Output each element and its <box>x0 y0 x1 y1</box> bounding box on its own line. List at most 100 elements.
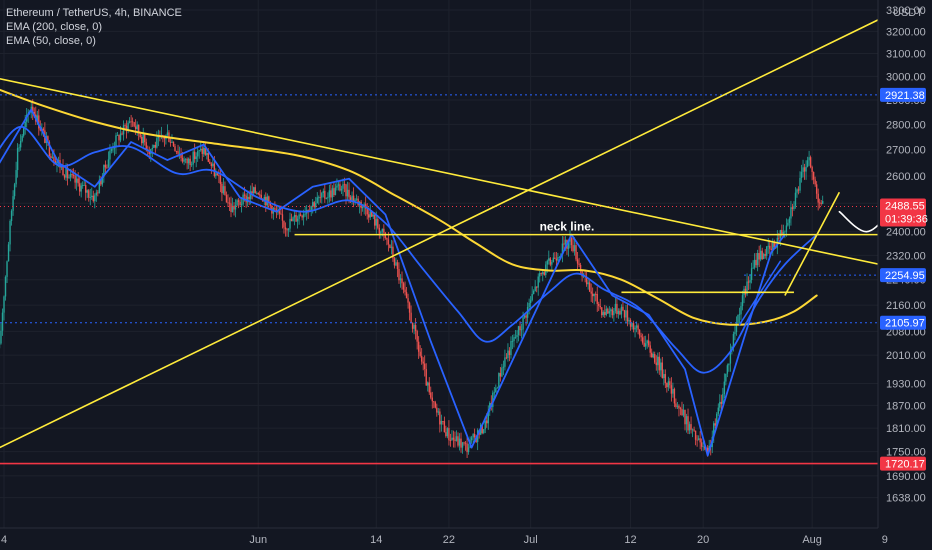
ema50-line <box>0 126 818 374</box>
candle-body <box>417 341 420 352</box>
x-tick-label: 14 <box>370 534 382 546</box>
candle-body <box>48 142 51 156</box>
candle-body <box>39 128 42 131</box>
candle-body <box>413 325 415 329</box>
candle-body <box>499 373 502 377</box>
candle-body <box>24 121 26 127</box>
time-axis[interactable] <box>0 528 932 550</box>
candle-body <box>256 192 258 194</box>
candle-body <box>554 257 556 259</box>
symbol-title[interactable]: Ethereum / TetherUS, 4h, BINANCE <box>6 7 182 19</box>
candle-body <box>139 133 141 137</box>
candle-body <box>784 231 786 233</box>
candle-body <box>598 303 600 306</box>
candle-body <box>794 192 797 206</box>
candle-body <box>95 192 98 196</box>
candle-body <box>249 191 252 200</box>
candle-body <box>761 250 763 260</box>
candle-body <box>121 133 123 135</box>
candle-body <box>166 132 169 136</box>
candle-body <box>672 388 674 394</box>
candle-body <box>770 248 772 250</box>
candle-body <box>697 438 700 440</box>
candle-body <box>94 195 96 202</box>
candle-body <box>316 197 318 204</box>
candle-body <box>298 214 300 219</box>
candle-body <box>233 205 235 210</box>
candle-body <box>206 152 208 155</box>
ema50-legend[interactable]: EMA (50, close, 0) <box>6 35 96 47</box>
candle-body <box>802 167 804 172</box>
candle-body <box>398 268 400 281</box>
candle-body <box>387 239 390 245</box>
candle-body <box>437 411 440 413</box>
candle-body <box>327 197 329 199</box>
candle-body <box>725 373 727 382</box>
candle-body <box>3 296 5 313</box>
drawings: neck line. <box>0 0 932 449</box>
candle-body <box>806 160 809 167</box>
candle-body <box>676 405 679 407</box>
candle-body <box>535 286 538 288</box>
candle-body <box>649 345 651 353</box>
candle-body <box>56 161 58 165</box>
candle-body <box>631 323 633 327</box>
candle-body <box>268 196 270 203</box>
candle-body <box>433 401 435 403</box>
candle-body <box>702 446 704 448</box>
candle-body <box>193 151 196 160</box>
candle-body <box>555 258 558 261</box>
candle-body <box>608 311 611 314</box>
ema200-legend[interactable]: EMA (200, close, 0) <box>6 21 102 33</box>
candle-body <box>818 202 821 204</box>
candle-body <box>520 329 523 331</box>
candle-body <box>773 242 775 248</box>
candle-body <box>110 149 113 151</box>
candle-body <box>502 366 505 368</box>
candle-body <box>375 219 377 226</box>
candle-body <box>605 308 608 315</box>
candle-body <box>623 310 626 318</box>
candle-body <box>732 334 735 347</box>
candle-body <box>312 202 314 207</box>
candle-body <box>390 246 393 248</box>
candle-body <box>755 259 757 266</box>
candle-body <box>351 195 353 202</box>
candle-body <box>620 306 623 315</box>
candle-body <box>643 342 645 347</box>
candle-body <box>658 356 660 371</box>
candle-body <box>572 245 574 252</box>
candle-body <box>234 205 237 210</box>
candle-body <box>100 179 102 185</box>
candle-body <box>366 208 368 215</box>
candle-body <box>614 303 617 311</box>
candle-body <box>228 202 231 204</box>
candle-body <box>693 429 695 431</box>
y-tick-label: 3300.00 <box>886 5 926 17</box>
candle-body <box>125 125 128 131</box>
candle-body <box>399 278 402 281</box>
candle-body <box>103 164 105 177</box>
candle-body <box>508 350 511 356</box>
y-tick-label: 2700.00 <box>886 145 926 157</box>
candle-body <box>407 298 409 303</box>
candle-body <box>576 259 579 264</box>
candle-body <box>119 133 122 141</box>
candle-body <box>549 258 552 265</box>
candle-body <box>667 381 670 388</box>
candle-body <box>290 218 293 222</box>
candle-body <box>434 402 436 408</box>
candle-body <box>89 197 91 198</box>
x-tick-label: Jul <box>524 534 538 546</box>
candle-body <box>529 300 532 303</box>
candle-body <box>278 211 281 214</box>
candle-body <box>331 188 334 198</box>
candle-body <box>678 405 680 409</box>
candle-body <box>189 158 191 166</box>
candle-body <box>38 115 40 129</box>
candle-body <box>641 337 644 343</box>
candle-body <box>472 434 474 438</box>
candle-body <box>7 244 10 262</box>
candle-body <box>4 276 7 297</box>
